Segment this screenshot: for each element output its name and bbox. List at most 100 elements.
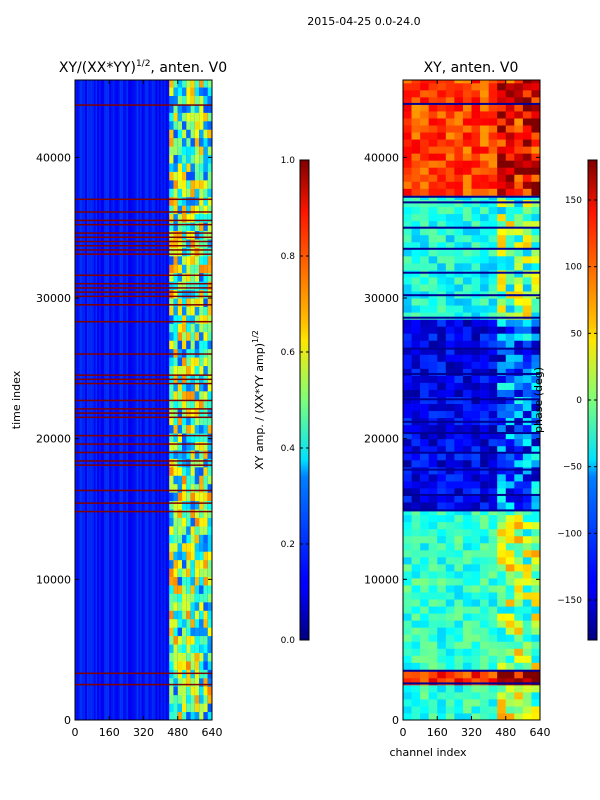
heatmap-cell [488,206,498,215]
heatmap-cell [505,117,515,126]
heatmap-cell [420,606,429,614]
heatmap-cell [497,670,507,679]
heatmap-cell [194,272,200,282]
heatmap-cell [497,691,507,700]
heatmap-cell [428,459,438,468]
heatmap-cell [190,466,195,476]
heatmap-cell [505,563,515,572]
heatmap-cell [199,238,204,248]
heatmap-cell [403,160,412,168]
heatmap-cell [199,492,204,502]
heatmap-cell [173,230,178,240]
heatmap-cell [462,424,472,433]
heatmap-cell [199,466,204,476]
heatmap-cell [454,494,464,503]
heatmap-cell [182,120,187,130]
heatmap-cell [522,153,532,161]
heatmap-cell [505,368,515,376]
heatmap-cell [488,556,498,565]
heatmap-cell [186,610,191,620]
heatmap-cell [203,500,208,510]
heatmap-cell [199,542,204,552]
heatmap-cell [522,167,532,175]
heatmap-cell [182,441,187,451]
heatmap-cell [207,627,212,637]
heatmap-cell [190,568,195,578]
heatmap-cell [186,703,191,713]
heatmap-cell [454,181,464,189]
heatmap-cell [186,483,191,493]
heatmap-cell [428,494,438,503]
heatmap-cell [173,314,178,324]
heatmap-cell [531,96,540,105]
heatmap-cell [199,95,204,105]
heatmap-cell [488,298,498,306]
heatmap-cell [428,213,438,222]
flagged-row [403,102,540,105]
heatmap-cell [203,162,208,172]
heatmap-cell [411,577,421,586]
flagged-row [75,232,212,234]
heatmap-cell [194,289,200,299]
heatmap-cell [480,276,489,285]
heatmap-cell [190,416,195,426]
heatmap-cell [186,694,191,704]
heatmap-cell [531,542,540,551]
heatmap-cell [173,686,178,696]
heatmap-cell [522,431,532,440]
heatmap-cell [199,390,204,400]
heatmap-cell [428,424,438,433]
heatmap-cell [194,112,200,122]
heatmap-cell [437,255,447,264]
heatmap-cell [505,213,515,222]
heatmap-cell [169,703,174,713]
heatmap-cell [462,283,472,292]
heatmap-cell [445,563,455,572]
heatmap-cell [177,483,183,493]
heatmap-cell [182,534,187,544]
heatmap-cell [480,549,489,558]
heatmap-cell [514,705,524,714]
heatmap-cell [522,570,532,579]
heatmap-cell [428,556,438,565]
heatmap-cell [462,160,472,168]
heatmap-cell [194,703,200,713]
heatmap-cell [522,705,532,714]
heatmap-cell [514,487,524,496]
x-tick-label: 640 [530,726,551,739]
heatmap-cell [488,132,498,140]
heatmap-cell [488,153,498,161]
heatmap-cell [497,570,507,579]
heatmap-cell [471,153,481,161]
heatmap-cell [182,635,187,645]
heatmap-cell [173,551,178,561]
heatmap-cell [428,599,438,607]
heatmap-cell [497,312,507,320]
heatmap-cell [194,188,200,198]
flagged-row [75,382,212,385]
heatmap-cell [488,712,498,720]
heatmap-cell [462,361,472,369]
heatmap-cell [480,153,489,161]
heatmap-cell [203,382,208,392]
heatmap-cell [505,487,515,496]
heatmap-cell [173,466,178,476]
heatmap-cell [203,348,208,358]
heatmap-cell [488,181,498,189]
heatmap-cell [437,528,447,537]
heatmap-cell [454,255,464,264]
heatmap-cell [522,592,532,600]
heatmap-cell [190,331,195,341]
heatmap-cell [522,556,532,565]
heatmap-cell [428,487,438,496]
heatmap-cell [411,549,421,558]
heatmap-cell [186,137,191,147]
heatmap-cell [411,431,421,440]
heatmap-cell [497,655,507,663]
heatmap-cell [480,375,489,383]
heatmap-cell [488,347,498,355]
heatmap-cell [462,82,472,91]
heatmap-cell [182,171,187,181]
heatmap-cell [445,592,455,600]
heatmap-cell [190,340,195,350]
